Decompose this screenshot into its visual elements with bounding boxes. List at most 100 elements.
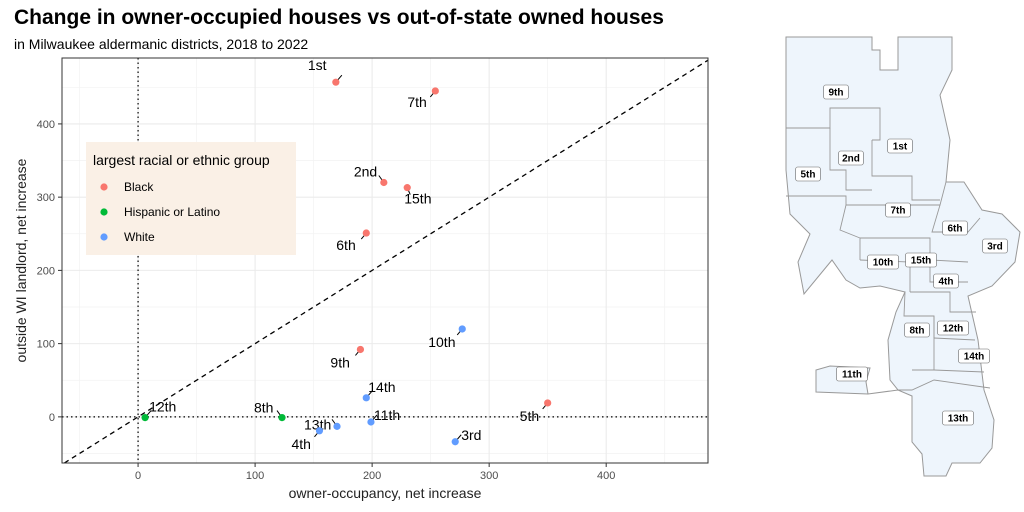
- legend-marker: [100, 208, 108, 216]
- point-label: 15th: [404, 191, 431, 207]
- data-point: [315, 427, 324, 435]
- map-label-box: [823, 84, 849, 100]
- legend-label: Hispanic or Latino: [124, 205, 220, 219]
- y-tick-label: 0: [49, 412, 55, 424]
- map-district-label: 9th: [829, 88, 844, 99]
- y-tick-label: 200: [37, 265, 55, 277]
- map-district-label: 7th: [891, 206, 906, 217]
- district-border: [786, 195, 847, 205]
- map-district-label: 4th: [939, 277, 954, 288]
- map-outline: [785, 36, 1021, 477]
- point-label: 10th: [428, 334, 455, 350]
- map-label-box: [836, 366, 868, 382]
- map-district-label: 10th: [873, 258, 894, 269]
- x-tick-label: 0: [135, 470, 141, 482]
- map-district-label: 14th: [964, 352, 985, 363]
- data-point: [458, 325, 466, 333]
- map-label-box: [885, 202, 911, 218]
- map-district-label: 6th: [948, 224, 963, 235]
- x-axis-title: owner-occupancy, net increase: [289, 485, 482, 501]
- point-label: 7th: [407, 94, 426, 110]
- point-label: 9th: [330, 354, 349, 370]
- data-point: [362, 394, 370, 402]
- map-district-label: 12th: [943, 324, 964, 335]
- legend-label: White: [124, 230, 155, 244]
- district-border: [933, 369, 985, 373]
- legend-title: largest racial or ethnic group: [93, 152, 270, 168]
- legend-marker: [100, 233, 108, 241]
- chart-subtitle: in Milwaukee aldermanic districts, 2018 …: [14, 36, 309, 52]
- x-tick-label: 300: [480, 470, 498, 482]
- data-point: [380, 178, 388, 187]
- y-tick-label: 100: [37, 339, 55, 351]
- y-axis-title: outside WI landlord, net increase: [13, 158, 29, 362]
- map-label-box: [838, 150, 864, 166]
- x-tick-label: 200: [363, 470, 381, 482]
- district-border: [860, 237, 969, 263]
- district-border: [910, 291, 976, 313]
- x-tick-label: 400: [597, 470, 615, 482]
- district-border: [871, 140, 940, 201]
- map-label-box: [937, 320, 969, 336]
- chart-title: Change in owner-occupied houses vs out-o…: [14, 6, 664, 29]
- data-point: [332, 78, 340, 86]
- data-point: [333, 422, 341, 430]
- diagonal-reference-line: [63, 59, 708, 463]
- map-label-box: [933, 273, 959, 289]
- point-label: 6th: [336, 237, 355, 253]
- scatter-chart: 0 100 200 300 400 0 100 200 300 400 owner-occupanc…: [13, 57, 709, 501]
- map-label-box: [958, 348, 990, 364]
- point-label: 2nd: [354, 164, 377, 180]
- point-label: 1st: [308, 57, 327, 73]
- data-point: [141, 413, 149, 422]
- map-label-box: [982, 238, 1008, 254]
- y-tick-label: 300: [37, 192, 55, 204]
- x-tick-label: 100: [246, 470, 264, 482]
- map-district-label: 5th: [801, 170, 816, 181]
- map-label-box: [942, 220, 968, 236]
- map-district-label: 15th: [911, 256, 932, 267]
- map-label-box: [942, 410, 974, 426]
- data-point: [431, 87, 439, 95]
- map-label-box: [887, 138, 913, 154]
- map-district-label: 1st: [893, 142, 908, 153]
- district-border: [786, 107, 881, 141]
- district-border: [898, 379, 991, 391]
- y-tick-label: 400: [37, 119, 55, 131]
- data-point: [356, 345, 365, 354]
- map-district-label: 13th: [948, 414, 969, 425]
- point-label: 3rd: [461, 427, 481, 443]
- data-point: [362, 229, 370, 237]
- district-border: [839, 204, 861, 260]
- point-label: 8th: [254, 400, 273, 416]
- plot-border: [61, 57, 709, 464]
- plot-panel: [62, 58, 708, 463]
- data-point: [367, 418, 375, 426]
- point-label: 5th: [520, 408, 539, 424]
- map-label-box: [905, 252, 937, 268]
- legend-box: [86, 142, 296, 255]
- point-label: 12th: [149, 399, 176, 415]
- data-point: [544, 399, 552, 407]
- data-point: [451, 438, 459, 446]
- map-label-box: [867, 254, 899, 270]
- point-label: 14th: [368, 379, 395, 395]
- map-district-label: 2nd: [842, 154, 860, 165]
- map-district-label: 11th: [842, 370, 862, 381]
- legend-label: Black: [124, 180, 154, 194]
- map-labels: 9th 1st 2nd 5th 7th 6th 3rd 10th 15th 4th 8th 12th 1…: [795, 84, 1008, 426]
- map-district-label: 3rd: [987, 242, 1003, 253]
- point-label: 11th: [374, 407, 400, 423]
- district-border: [933, 337, 976, 341]
- map-label-box: [795, 166, 821, 182]
- district-border: [829, 128, 872, 191]
- legend-marker: [100, 183, 108, 191]
- point-label: 4th: [291, 436, 310, 452]
- map-districts: [785, 36, 1021, 477]
- point-label: 13th: [304, 416, 331, 432]
- map-label-box: [904, 322, 930, 338]
- data-point: [278, 413, 286, 422]
- data-point: [403, 184, 411, 192]
- map-district-label: 8th: [910, 326, 925, 337]
